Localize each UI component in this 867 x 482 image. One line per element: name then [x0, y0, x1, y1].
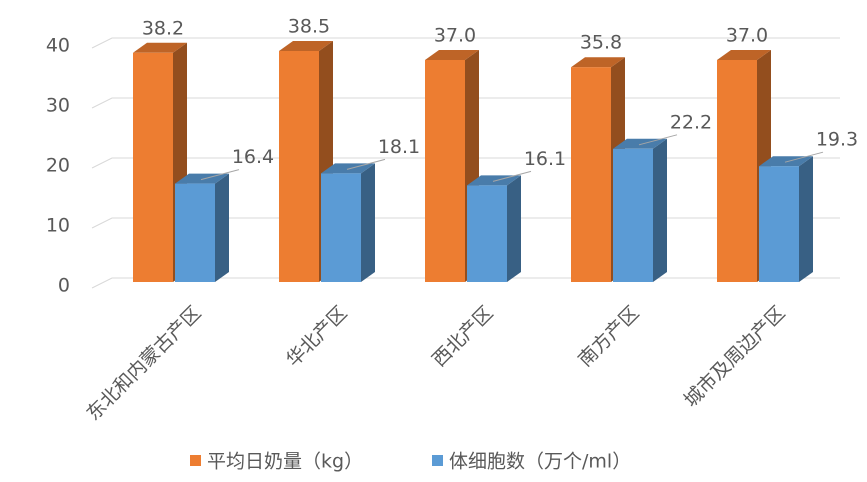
x-tick-label: 西北产区: [428, 302, 497, 371]
bar-front: [279, 51, 319, 282]
bar-front: [613, 148, 653, 282]
bar-side: [361, 163, 375, 282]
leader-line: [200, 169, 240, 181]
data-label: 16.4: [232, 146, 274, 168]
bar-front: [717, 60, 757, 282]
data-label: 37.0: [434, 25, 476, 47]
y-tick-label: 20: [46, 155, 70, 177]
data-label: 35.8: [580, 32, 622, 54]
data-label: 37.0: [726, 25, 768, 47]
data-label: 16.1: [524, 148, 566, 170]
bar: [759, 156, 813, 282]
y-tick-label: 40: [46, 35, 70, 57]
bar-front: [759, 166, 799, 282]
grid-line: [91, 37, 840, 49]
legend-label: 平均日奶量（kg）: [207, 451, 363, 473]
x-tick-label: 城市及周边产区: [680, 302, 790, 412]
data-label: 18.1: [378, 136, 420, 158]
y-tick-label: 0: [58, 275, 70, 297]
bar-top: [717, 50, 771, 60]
bar: [321, 163, 375, 282]
y-tick-label: 10: [46, 215, 70, 237]
x-tick-label: 华北产区: [282, 302, 351, 371]
bar-top: [279, 41, 333, 51]
leader-line: [346, 158, 386, 170]
legend-label: 体细胞数（万个/ml）: [449, 451, 631, 473]
data-label: 38.2: [142, 17, 184, 39]
bar-side: [799, 156, 813, 282]
bar-front: [571, 67, 611, 282]
bar-side: [215, 173, 229, 282]
bar-side: [653, 138, 667, 282]
data-label: 38.5: [288, 16, 330, 38]
data-label: 22.2: [670, 111, 712, 133]
bar-side: [507, 175, 521, 282]
bar-top: [571, 57, 625, 68]
bar-front: [175, 183, 215, 282]
leader-line: [784, 151, 824, 163]
leader-line: [492, 170, 532, 182]
bar: [613, 138, 667, 282]
bar-front: [133, 52, 173, 282]
x-tick-label: 南方产区: [574, 302, 643, 371]
leader-line: [638, 134, 678, 146]
bar-top: [133, 42, 187, 53]
y-tick-label: 30: [46, 95, 70, 117]
bar: [175, 173, 229, 282]
legend-swatch: [190, 455, 201, 466]
bar-front: [321, 173, 361, 282]
bar-top: [425, 50, 479, 60]
x-tick-label: 东北和内蒙古产区: [82, 302, 205, 425]
legend-swatch: [432, 455, 443, 466]
bar-front: [425, 60, 465, 282]
data-label: 19.3: [816, 129, 858, 151]
bar: [467, 175, 521, 282]
bar-front: [467, 185, 507, 282]
